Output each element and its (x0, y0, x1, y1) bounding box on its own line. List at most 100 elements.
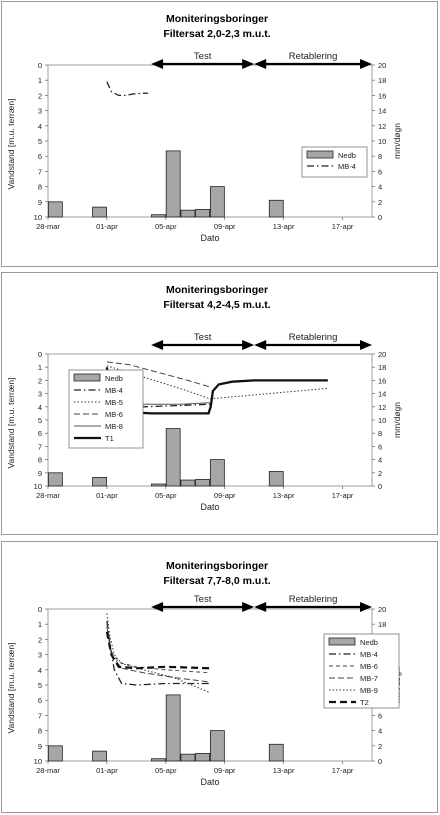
precip-bar (195, 478, 211, 487)
chart-subtitle: Filtersat 7,7-8,0 m.u.t. (163, 575, 270, 587)
x-tick-label: 13-apr (273, 491, 295, 500)
precip-bar (268, 471, 284, 487)
y-tick-label: 4 (38, 122, 42, 131)
y2-tick-label: 4 (378, 727, 382, 736)
y2-tick-label: 14 (378, 107, 386, 116)
chart-filtersat-4: Moniteringsboringer Filtersat 4,2-4,5 m.u… (6, 284, 402, 512)
y2-tick-label: 2 (378, 742, 382, 751)
phase-arrowhead-left (254, 59, 267, 69)
phase-arrowhead-right (242, 340, 255, 350)
y2-tick-label: 8 (378, 152, 382, 161)
y-tick-label: 2 (38, 635, 42, 644)
phase-label: Retablering (289, 51, 338, 62)
y2-tick-label: 20 (378, 350, 386, 359)
precip-bar (268, 199, 284, 218)
x-tick-label: 17-apr (332, 766, 354, 775)
y2-tick-label: 20 (378, 61, 386, 70)
y-tick-label: 6 (38, 696, 42, 705)
y2-tick-label: 8 (378, 429, 382, 438)
y-tick-label: 9 (38, 469, 42, 478)
precip-bar (195, 208, 211, 218)
x-tick-label: 17-apr (332, 491, 354, 500)
legend-label: T1 (105, 434, 114, 443)
y-tick-label: 4 (38, 403, 42, 412)
legend-label: MB-4 (360, 650, 378, 659)
chart-filtersat-2: Moniteringsboringer Filtersat 2,0-2,3 m.u… (6, 13, 402, 243)
phase-label: Test (194, 594, 212, 605)
x-tick-label: 09-apr (214, 766, 236, 775)
phase-arrowhead-right (360, 602, 372, 612)
precip-bar (47, 201, 63, 218)
y2-tick-label: 12 (378, 403, 386, 412)
x-tick-label: 01-apr (96, 491, 118, 500)
y-tick-label: 0 (38, 350, 42, 359)
chart-title: Moniteringsboringer (166, 560, 268, 572)
x-tick-label: 28-mar (36, 222, 60, 231)
phase-arrowhead-right (360, 340, 372, 350)
y2-tick-label: 18 (378, 620, 386, 629)
series-line-mb-9 (106, 613, 211, 694)
x-tick-label: 09-apr (214, 222, 236, 231)
precip-bar (47, 745, 63, 762)
phase-label: Retablering (289, 594, 338, 605)
legend-box (68, 369, 144, 449)
y2-tick-label: 2 (378, 469, 382, 478)
precip-bar (209, 186, 225, 218)
precip-bar (47, 472, 63, 487)
precip-bar (268, 743, 284, 762)
y-tick-label: 9 (38, 198, 42, 207)
x-tick-label: 13-apr (273, 766, 295, 775)
precip-bar (151, 214, 166, 218)
precip-bar (165, 150, 181, 218)
y2-tick-label: 20 (378, 605, 386, 614)
series-line-mb-6 (106, 361, 211, 388)
precip-bar (151, 483, 166, 487)
y2-tick-label: 16 (378, 376, 386, 385)
y2-tick-label: 10 (378, 137, 386, 146)
phase-arrowhead-left (254, 602, 267, 612)
legend-label: MB-9 (360, 686, 378, 695)
x-tick-label: 01-apr (96, 222, 118, 231)
y2-tick-label: 12 (378, 122, 386, 131)
phase-arrowhead-left (151, 59, 164, 69)
legend-label: MB-4 (105, 386, 123, 395)
phase-arrowhead-left (151, 602, 164, 612)
series-line-t2 (105, 631, 211, 670)
y-tick-label: 10 (34, 213, 42, 222)
phase-arrowhead-right (242, 59, 255, 69)
y-tick-label: 0 (38, 61, 42, 70)
y-axis-label: Vandstand [m.u. terræn] (6, 642, 16, 733)
y-tick-label: 8 (38, 727, 42, 736)
x-tick-label: 13-apr (273, 222, 295, 231)
y-tick-label: 5 (38, 681, 42, 690)
y-tick-label: 1 (38, 76, 42, 85)
legend-label: MB-4 (338, 162, 356, 171)
legend-swatch-bar (306, 150, 334, 159)
y2-tick-label: 6 (378, 711, 382, 720)
legend-label: Nedb (360, 638, 378, 647)
precip-bar (165, 428, 181, 487)
precip-bar (180, 209, 196, 218)
y-tick-label: 6 (38, 429, 42, 438)
precip-bar (180, 479, 196, 487)
y-tick-label: 1 (38, 620, 42, 629)
y-tick-label: 3 (38, 390, 42, 399)
y-tick-label: 9 (38, 742, 42, 751)
y-axis-label: Vandstand [m.u. terræn] (6, 98, 16, 189)
y2-tick-label: 10 (378, 416, 386, 425)
chart-filtersat-7: Moniteringsboringer Filtersat 7,7-8,0 m.u… (6, 560, 402, 787)
y-tick-label: 8 (38, 456, 42, 465)
y-tick-label: 4 (38, 666, 42, 675)
y2-tick-label: 16 (378, 91, 386, 100)
y-tick-label: 7 (38, 442, 42, 451)
precip-bar (209, 459, 225, 487)
y2-tick-label: 2 (378, 198, 382, 207)
y2-tick-label: 0 (378, 213, 382, 222)
phase-arrowhead-left (254, 340, 267, 350)
y2-tick-label: 18 (378, 363, 386, 372)
y-tick-label: 7 (38, 711, 42, 720)
legend-label: Nedb (105, 374, 123, 383)
y2-tick-label: 0 (378, 482, 382, 491)
chart-subtitle: Filtersat 4,2-4,5 m.u.t. (163, 299, 270, 311)
chart-panel-3: Moniteringsboringer Filtersat 7,7-8,0 m.u… (1, 541, 438, 813)
